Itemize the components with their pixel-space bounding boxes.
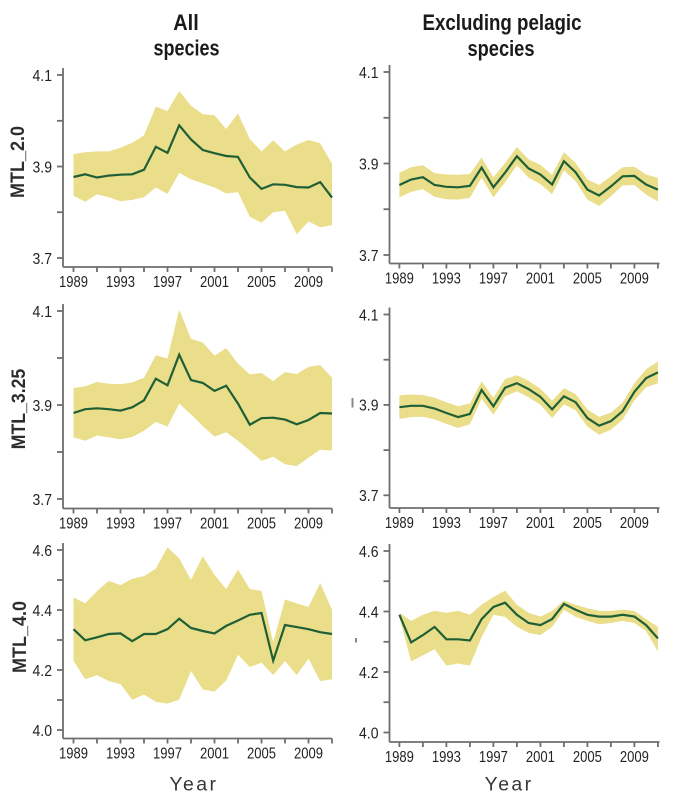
svg-text:Year: Year [485,774,532,796]
svg-text:4.2: 4.2 [359,665,379,682]
svg-text:2009: 2009 [294,274,323,291]
svg-text:2001: 2001 [526,271,555,288]
svg-text:1993: 1993 [106,746,135,763]
svg-text:4.0: 4.0 [359,725,379,742]
svg-text:4.4: 4.4 [33,603,53,620]
svg-text:1997: 1997 [153,516,182,533]
svg-text:1993: 1993 [106,274,135,291]
svg-text:3.9: 3.9 [33,398,53,415]
svg-text:2005: 2005 [247,746,276,763]
svg-text:2005: 2005 [573,515,602,532]
svg-text:1989: 1989 [59,274,88,291]
svg-text:1997: 1997 [153,274,182,291]
svg-text:2009: 2009 [620,271,649,288]
svg-text:MTL_2.0: MTL_2.0 [8,126,29,198]
svg-text:4.1: 4.1 [33,304,53,321]
svg-text:1993: 1993 [106,516,135,533]
svg-text:1989: 1989 [385,271,414,288]
svg-text:2005: 2005 [247,516,276,533]
svg-text:1993: 1993 [432,749,461,766]
svg-text:4.6: 4.6 [33,543,53,560]
svg-text:All: All [173,10,199,35]
svg-text:1997: 1997 [479,271,508,288]
svg-text:1997: 1997 [479,515,508,532]
svg-text:2001: 2001 [200,746,229,763]
svg-text:2005: 2005 [573,271,602,288]
svg-text:3.7: 3.7 [33,251,53,268]
svg-text:4.1: 4.1 [33,68,53,85]
svg-text:3.7: 3.7 [359,248,379,265]
svg-text:4.1: 4.1 [359,65,379,82]
svg-text:4.4: 4.4 [359,604,379,621]
svg-text:1993: 1993 [432,515,461,532]
svg-text:2001: 2001 [526,515,555,532]
svg-text:2005: 2005 [247,274,276,291]
svg-text:3.9: 3.9 [359,156,379,173]
svg-text:2001: 2001 [200,516,229,533]
svg-text:4.0: 4.0 [33,723,53,740]
svg-text:2009: 2009 [620,749,649,766]
svg-text:species: species [468,36,535,61]
svg-text:1989: 1989 [59,746,88,763]
svg-text:2009: 2009 [294,516,323,533]
svg-text:3.7: 3.7 [33,492,53,509]
svg-text:3.7: 3.7 [359,488,379,505]
svg-text:4.2: 4.2 [33,663,53,680]
svg-text:1993: 1993 [432,271,461,288]
svg-text:3.9: 3.9 [359,398,379,415]
svg-text:4.1: 4.1 [359,307,379,324]
svg-text:2009: 2009 [620,515,649,532]
svg-text:3.9: 3.9 [33,159,53,176]
svg-text:4.6: 4.6 [359,544,379,561]
svg-text:species: species [154,36,220,61]
svg-text:2009: 2009 [294,746,323,763]
svg-text:2001: 2001 [526,749,555,766]
svg-text:Excluding pelagic: Excluding pelagic [423,10,582,35]
svg-text:1989: 1989 [385,515,414,532]
svg-text:2005: 2005 [573,749,602,766]
svg-text:MTL_3.25: MTL_3.25 [9,368,30,449]
svg-text:1997: 1997 [479,749,508,766]
svg-text:1989: 1989 [59,516,88,533]
svg-text:Year: Year [169,774,216,796]
svg-text:1997: 1997 [153,746,182,763]
svg-text:1989: 1989 [385,749,414,766]
svg-text:MTL_4.0: MTL_4.0 [10,601,31,673]
svg-text:2001: 2001 [200,274,229,291]
